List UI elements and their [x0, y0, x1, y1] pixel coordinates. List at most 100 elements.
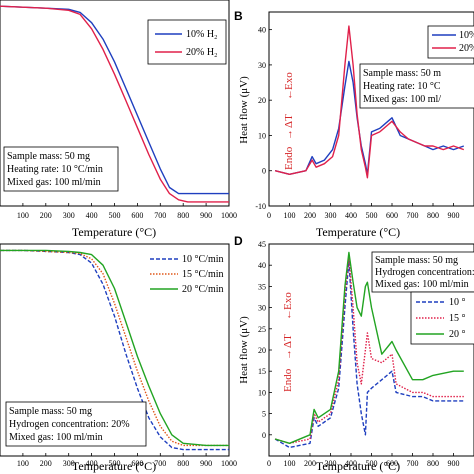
panel-b-x-tick-label: 300 [325, 211, 337, 220]
panel-a-x-tick-label: 600 [131, 211, 143, 220]
panel-c-x-axis-label: Temperature (°C) [72, 459, 156, 473]
panel-b-x-tick-label: 100 [284, 211, 296, 220]
panel-d-x-tick-label: 800 [427, 459, 439, 468]
panel-d-annotation-line-3: Mixed gas: 100 ml/min [375, 279, 469, 290]
panel-a-x-axis-label: Temperature (°C) [72, 225, 156, 239]
panel-c-x-tick-label: 100 [17, 459, 29, 468]
panel-b: B 0 100 200 300 400 500 600 700 800 900-100102030… [234, 9, 474, 239]
panel-b-label: B [234, 9, 243, 23]
panel-a-series [0, 5, 229, 203]
panel-d-y-tick-label: 20 [258, 346, 266, 355]
panel-b-x-tick-label: 400 [345, 211, 357, 220]
panel-c-x-tick-label: 200 [40, 459, 52, 468]
panel-b-annotation: Sample mass: 50 m Heating rate: 10 °C Mi… [359, 63, 474, 109]
panel-d-y-axis-label: Heat flow (μV) [238, 316, 250, 384]
panel-c-series-line-2 [0, 249, 229, 447]
panel-d-series-line-3 [274, 251, 464, 444]
panel-d-annotation-box [371, 251, 474, 293]
panel-c-legend-label-2: 15 °C/min [182, 269, 224, 280]
panel-d-legend-label-1: 10 ° [449, 297, 466, 308]
panel-a-annotation-line-3: Mixed gas: 100 ml/min [7, 177, 101, 188]
panel-d-legend-box [410, 291, 474, 345]
panel-a-x-tick-label: 100 [17, 211, 29, 220]
panel-b-x-tick-label: 500 [366, 211, 378, 220]
panel-b-delta-t-label: ΔT [283, 114, 295, 128]
panel-c-annotation: Sample mass: 50 mg Hydrogen concentratio… [5, 401, 147, 447]
panel-b-endo-label: Endo [283, 146, 295, 170]
panel-a-annotation-box [3, 146, 119, 192]
panel-d-y-tick-label: 0 [262, 431, 266, 440]
panel-c-x-tick-label: 600 [131, 459, 143, 468]
panel-c-x-tick-label: 300 [63, 459, 75, 468]
panel-a-annotation-line-1: Sample mass: 50 mg [7, 151, 90, 162]
panel-c-series [0, 249, 229, 451]
panel-b-series-line-2 [274, 25, 465, 179]
panel-c-annotation-box [5, 401, 147, 447]
panel-b-y-tick-label: 30 [258, 61, 266, 70]
panel-d: D 0 100 200 300 400 500 600 700 800 900 0 5 10 15 20 25… [234, 234, 474, 473]
panel-c-x-tick-label: 500 [109, 459, 121, 468]
panel-a-x-ticks: 100 200 300 400 500 600 700 800 900 1000 [17, 203, 237, 220]
panel-a-x-tick-label: 500 [109, 211, 121, 220]
panel-b-up-arrow-icon: ← [283, 89, 295, 100]
panel-c-x-tick-label: 1000 [221, 459, 237, 468]
panel-b-down-arrow-icon: → [283, 129, 295, 140]
panel-d-x-tick-label: 200 [304, 459, 316, 468]
panel-b-y-tick-label: 20 [258, 96, 266, 105]
panel-d-y-tick-label: 35 [258, 282, 266, 291]
panel-c-x-tick-label: 900 [200, 459, 212, 468]
panel-c: 100 200 300 400 500 600 700 800 900 1000 10 °C/mi… [0, 243, 237, 473]
panel-a-x-tick-label: 700 [154, 211, 166, 220]
panel-b-x-tick-label: 600 [386, 211, 398, 220]
panel-b-annotation-line-3: Mixed gas: 100 ml/ [363, 94, 441, 105]
panel-d-annotation-line-2: Hydrogen concentration: [375, 267, 474, 278]
panel-c-x-tick-label: 400 [86, 459, 98, 468]
panel-c-annotation-line-2: Hydrogen concentration: 20% [9, 419, 130, 430]
panel-b-y-tick-label: 0 [262, 167, 266, 176]
panel-d-y-tick-label: 5 [262, 410, 266, 419]
panel-a-legend-label-2: 20% H₂ [186, 47, 218, 58]
panel-b-exo-endo: Exo ← ΔT → Endo [283, 72, 295, 170]
panel-b-x-tick-label: 700 [407, 211, 419, 220]
panel-a-series-line-2 [0, 5, 229, 203]
panel-b-x-axis-label: Temperature (°C) [316, 225, 400, 239]
panel-d-x-tick-label: 900 [448, 459, 460, 468]
panel-b-legend: 10% 20% [427, 25, 474, 59]
panel-d-y-tick-label: 30 [258, 304, 266, 313]
panel-d-x-tick-label: 0 [267, 459, 271, 468]
panel-b-x-tick-label: 200 [304, 211, 316, 220]
panel-d-y-tick-label: 40 [258, 261, 266, 270]
panel-c-legend-label-1: 10 °C/min [182, 254, 224, 265]
panel-d-x-tick-label: 300 [325, 459, 337, 468]
panel-c-series-line-3 [0, 249, 229, 447]
panel-a-legend-box [147, 19, 227, 65]
panel-d-exo-endo: Exo ← ΔT → Endo [282, 292, 294, 392]
panel-b-legend-label-2: 20% [459, 43, 474, 54]
panel-b-annotation-box [359, 63, 474, 109]
panel-a-x-tick-label: 800 [177, 211, 189, 220]
panel-a-x-tick-label: 400 [86, 211, 98, 220]
panel-d-y-tick-label: 15 [258, 367, 266, 376]
panel-b-y-tick-label: 10 [258, 131, 266, 140]
panel-d-x-tick-label: 400 [345, 459, 357, 468]
panel-a-x-tick-label: 200 [40, 211, 52, 220]
panel-b-x-tick-label: 800 [427, 211, 439, 220]
panel-a-legend: 10% H₂ 20% H₂ [147, 19, 227, 65]
panel-b-series [274, 25, 465, 179]
panel-b-x-tick-label: 900 [448, 211, 460, 220]
panel-d-delta-t-label: ΔT [282, 334, 294, 348]
panel-b-legend-label-1: 10% [459, 30, 474, 41]
panel-b-exo-label: Exo [283, 72, 295, 90]
panel-d-series-line-2 [274, 256, 464, 444]
panel-d-annotation-line-1: Sample mass: 50 mg [375, 255, 458, 266]
panel-d-y-tick-label: 25 [258, 325, 266, 334]
panel-a-x-tick-label: 1000 [221, 211, 237, 220]
panel-c-legend: 10 °C/min 15 °C/min 20 °C/min [150, 254, 224, 295]
panel-c-x-ticks: 100 200 300 400 500 600 700 800 900 1000 [17, 453, 237, 468]
panel-d-ticks: 0 100 200 300 400 500 600 700 800 900 0 5 10 15 20 25 30… [258, 240, 460, 468]
panel-d-down-arrow-icon: → [282, 349, 294, 360]
panel-d-legend-label-3: 20 ° [449, 329, 466, 340]
panel-d-y-tick-label: 10 [258, 388, 266, 397]
panel-d-up-arrow-icon: ← [282, 309, 294, 320]
